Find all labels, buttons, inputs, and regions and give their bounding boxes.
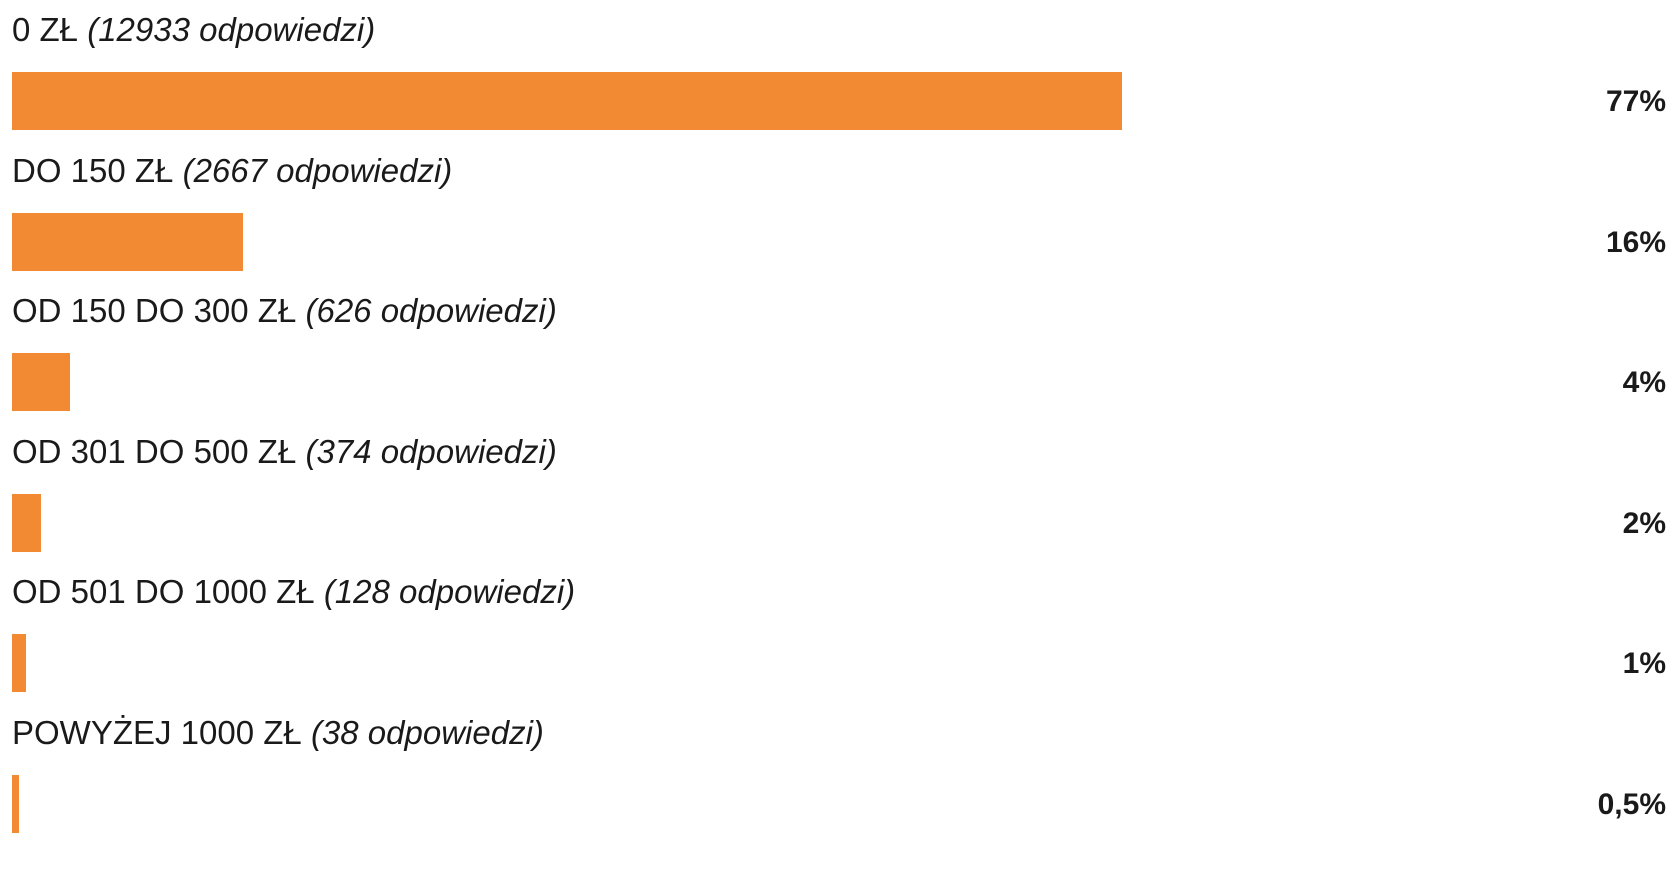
category-label: DO 150 ZŁ (2667 odpowiedzi) — [12, 149, 452, 193]
bar — [12, 774, 20, 833]
response-count: (12933 odpowiedzi) — [87, 11, 376, 48]
category-name: DO 150 ZŁ — [12, 151, 174, 189]
response-count: (626 odpowiedzi) — [305, 292, 557, 329]
category-label: OD 150 DO 300 ZŁ (626 odpowiedzi) — [12, 289, 557, 333]
response-count: (2667 odpowiedzi) — [182, 151, 453, 189]
bar-row: DO 150 ZŁ (2667 odpowiedzi) 16% — [0, 141, 1673, 281]
response-count: (374 odpowiedzi) — [305, 432, 557, 470]
value-label: 77% — [1605, 85, 1666, 118]
category-name: OD 150 DO 300 ZŁ — [12, 292, 297, 329]
value-label: 1% — [1622, 647, 1666, 680]
category-name: OD 501 DO 1000 ZŁ — [12, 573, 315, 610]
bar-row: 0 ZŁ (12933 odpowiedzi) 77% — [0, 0, 1673, 140]
category-name: OD 301 DO 500 ZŁ — [12, 432, 297, 470]
response-count: (128 odpowiedzi) — [323, 573, 576, 610]
bar-row: POWYŻEJ 1000 ZŁ (38 odpowiedzi) 0,5% — [0, 703, 1673, 843]
bar — [12, 634, 27, 692]
category-name: 0 ZŁ — [12, 11, 79, 48]
bar — [12, 493, 41, 552]
bar — [12, 72, 1123, 130]
category-label: 0 ZŁ (12933 odpowiedzi) — [12, 8, 375, 52]
value-label: 4% — [1622, 366, 1666, 399]
bar-row: OD 501 DO 1000 ZŁ (128 odpowiedzi) 1% — [0, 562, 1673, 702]
value-label: 0,5% — [1597, 787, 1666, 821]
category-name: POWYŻEJ 1000 ZŁ — [12, 713, 302, 751]
value-label: 16% — [1605, 225, 1666, 259]
bar-row: OD 150 DO 300 ZŁ (626 odpowiedzi) 4% — [0, 281, 1673, 421]
category-label: OD 301 DO 500 ZŁ (374 odpowiedzi) — [12, 430, 557, 474]
response-count: (38 odpowiedzi) — [310, 713, 544, 751]
bar-row: OD 301 DO 500 ZŁ (374 odpowiedzi) 2% — [0, 422, 1673, 562]
category-label: POWYŻEJ 1000 ZŁ (38 odpowiedzi) — [12, 711, 544, 755]
value-label: 2% — [1622, 506, 1666, 540]
bar — [12, 353, 70, 411]
bar — [12, 212, 243, 271]
category-label: OD 501 DO 1000 ZŁ (128 odpowiedzi) — [12, 570, 575, 614]
